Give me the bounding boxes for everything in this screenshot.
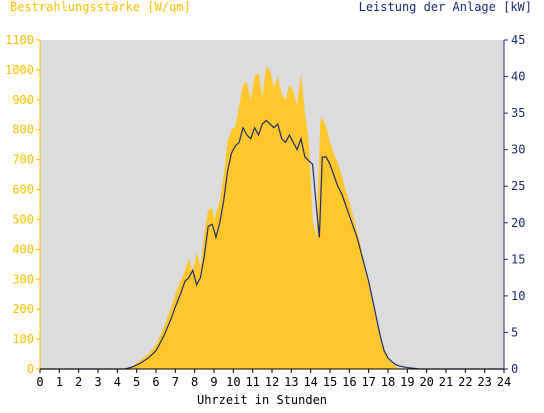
y-right-tick-label: 25 — [511, 179, 525, 193]
x-tick-label: 3 — [94, 375, 101, 389]
x-tick-label: 14 — [303, 375, 317, 389]
x-tick-label: 22 — [458, 375, 472, 389]
x-tick-label: 1 — [56, 375, 63, 389]
y-left-tick-label: 300 — [12, 272, 34, 286]
y-right-tick-label: 20 — [511, 216, 525, 230]
x-tick-label: 2 — [75, 375, 82, 389]
y-left-tick-label: 900 — [12, 93, 34, 107]
x-tick-label: 0 — [36, 375, 43, 389]
x-tick-label: 19 — [400, 375, 414, 389]
y-right-tick-label: 30 — [511, 143, 525, 157]
x-tick-label: 7 — [172, 375, 179, 389]
x-tick-label: 12 — [265, 375, 279, 389]
x-tick-label: 5 — [133, 375, 140, 389]
left-axis-title: Bestrahlungsstärke [W/qm] — [10, 0, 191, 14]
irradiance-area-layer — [40, 66, 504, 370]
y-left-tick-label: 700 — [12, 153, 34, 167]
y-left-tick-label: 500 — [12, 212, 34, 226]
y-left-tick-label: 400 — [12, 242, 34, 256]
y-left-tick-label: 1000 — [5, 63, 34, 77]
irradiance-area-series — [40, 66, 504, 370]
y-right-tick-label: 45 — [511, 33, 525, 47]
y-right-tick-label: 10 — [511, 289, 525, 303]
y-left-tick-label: 0 — [27, 362, 34, 376]
x-tick-label: 10 — [226, 375, 240, 389]
x-tick-label: 18 — [381, 375, 395, 389]
power-line-layer — [40, 119, 504, 370]
y-left-tick-label: 1100 — [5, 33, 34, 47]
x-tick-label: 21 — [439, 375, 453, 389]
y-left-tick-label: 200 — [12, 302, 34, 316]
y-right-tick-label: 35 — [511, 106, 525, 120]
x-tick-label: 9 — [210, 375, 217, 389]
x-axis-title: Uhrzeit in Stunden — [197, 393, 327, 407]
x-tick-label: 16 — [342, 375, 356, 389]
x-tick-label: 24 — [497, 375, 511, 389]
y-right-tick-label: 5 — [511, 325, 518, 339]
x-tick-label: 6 — [152, 375, 159, 389]
y-left-tick-label: 800 — [12, 123, 34, 137]
x-tick-label: 23 — [477, 375, 491, 389]
y-left-tick-label: 100 — [12, 332, 34, 346]
y-right-tick-label: 0 — [511, 362, 518, 376]
x-tick-label: 8 — [191, 375, 198, 389]
x-tick-label: 11 — [245, 375, 259, 389]
power-line-series — [40, 119, 504, 370]
x-tick-label: 20 — [419, 375, 433, 389]
y-right-tick-label: 15 — [511, 252, 525, 266]
y-right-tick-label: 40 — [511, 70, 525, 84]
x-tick-label: 4 — [114, 375, 121, 389]
x-tick-label: 13 — [284, 375, 298, 389]
right-axis-title: Leistung der Anlage [kW] — [359, 0, 532, 14]
x-tick-label: 17 — [361, 375, 375, 389]
y-left-tick-label: 600 — [12, 183, 34, 197]
tick-labels-layer: 0 1 2 3 4 5 6 7 8 9 10 11 12 13 14 15 16 17 18 19 20 21 22 23 24… — [5, 33, 525, 389]
x-tick-label: 15 — [323, 375, 337, 389]
